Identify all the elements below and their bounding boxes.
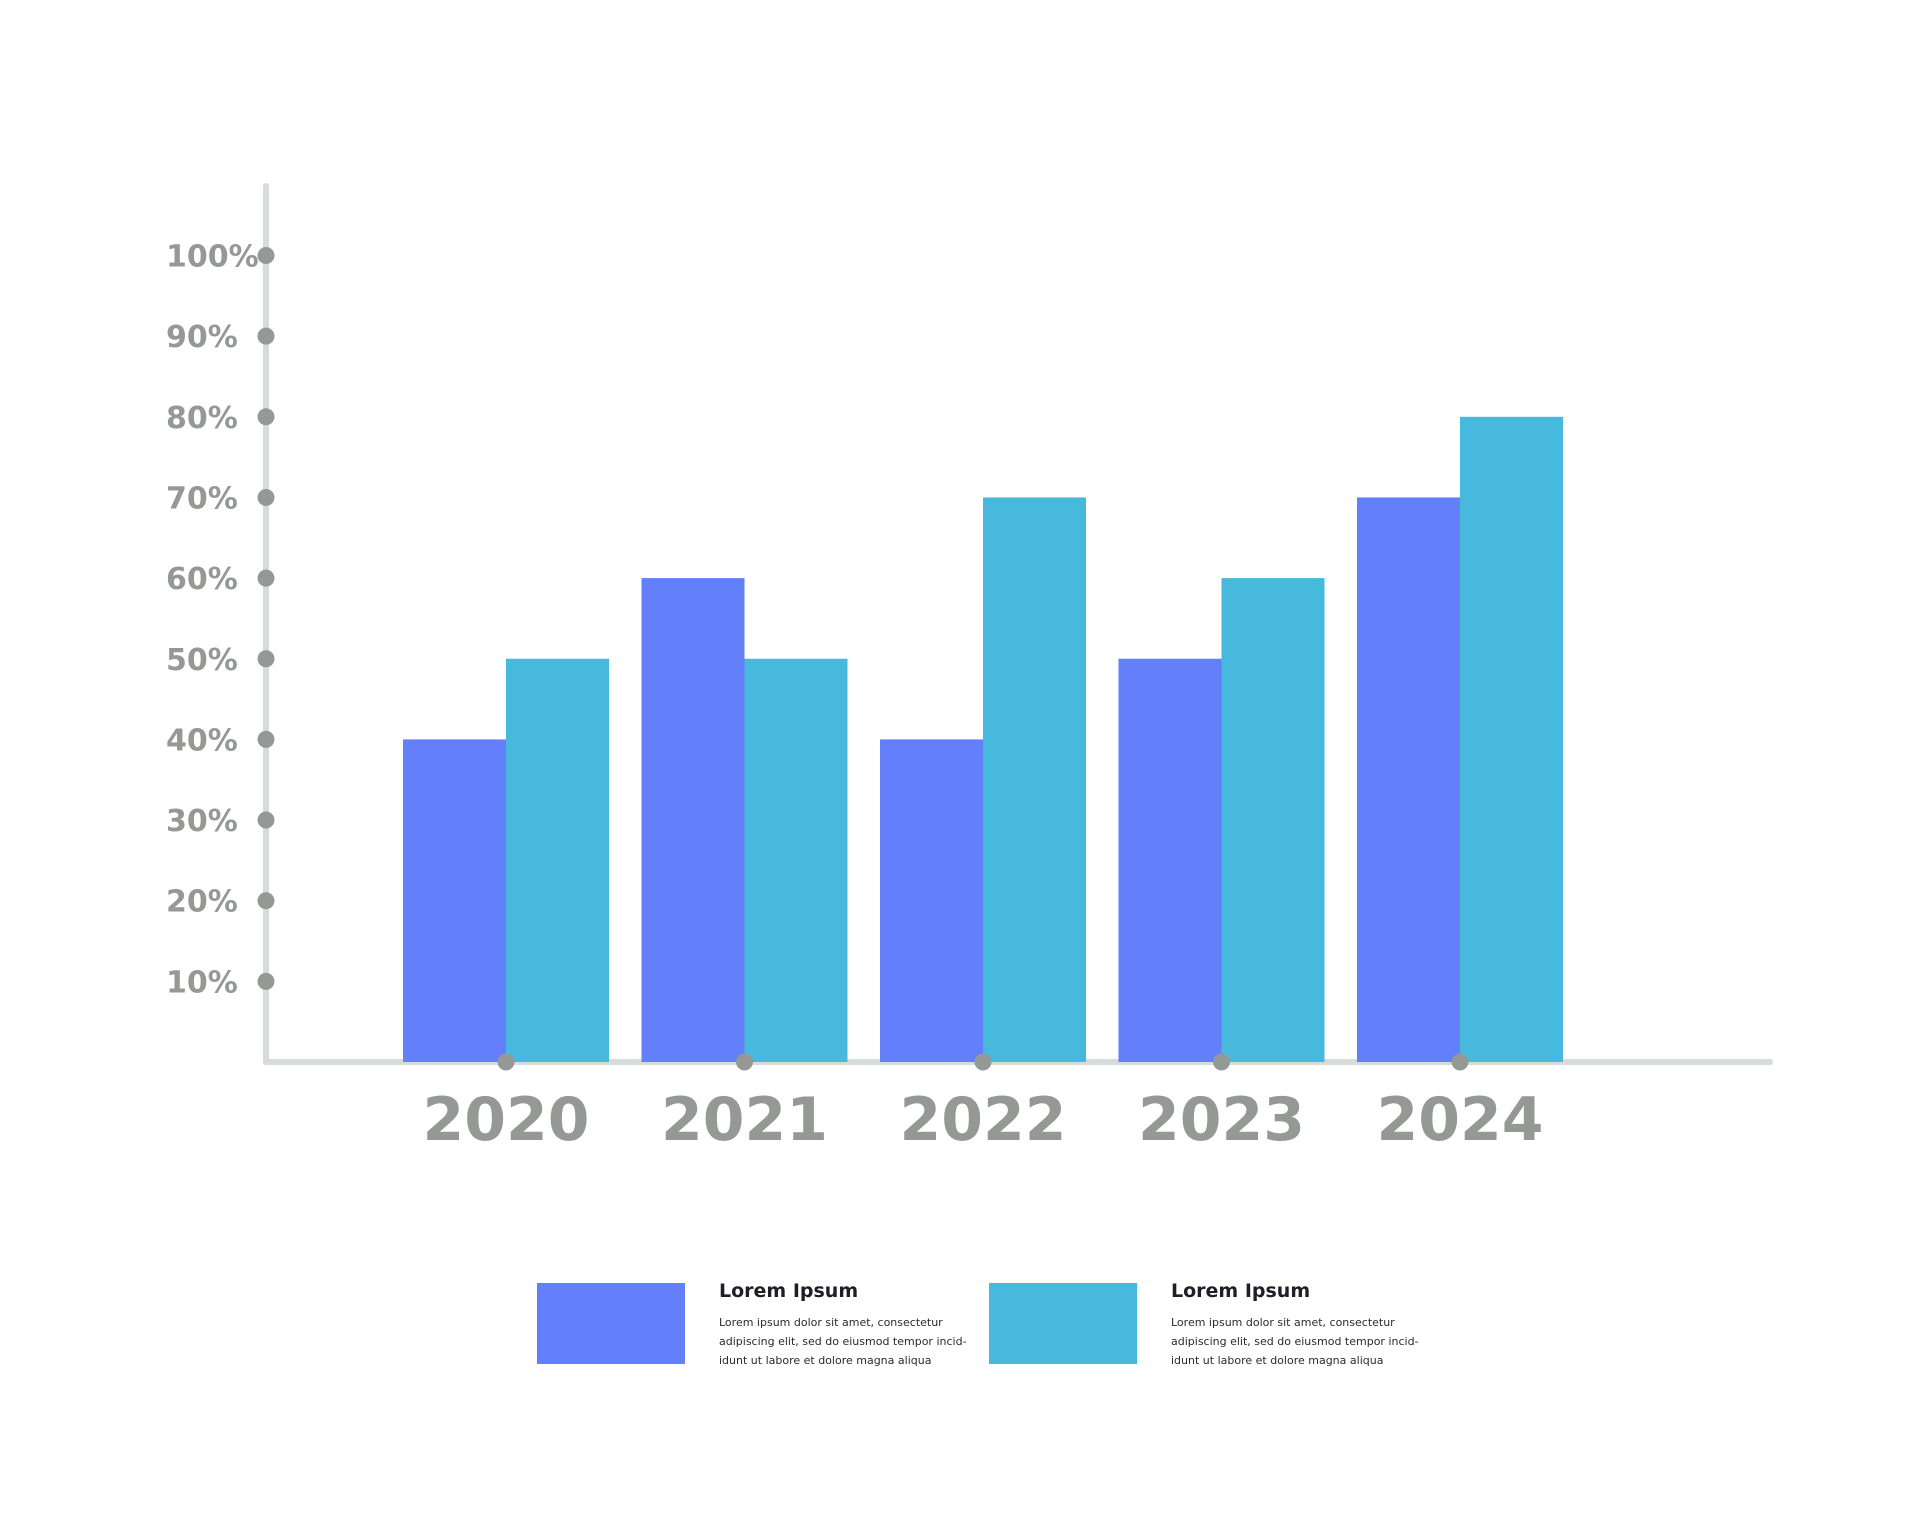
legend-item-2: Lorem Ipsum Lorem ipsum dolor sit amet, c… [989,1280,1419,1367]
y-tick-label: 70% [166,481,238,516]
x-tick-label: 2021 [661,1085,828,1155]
y-tick-label: 80% [166,401,238,436]
legend-description-line: Lorem ipsum dolor sit amet, consectetur [719,1316,943,1329]
x-tick-dot [1451,1053,1469,1071]
y-tick-dot [257,892,275,910]
bar-2024-series-1 [1357,497,1460,1062]
ticks: 10% 20% 30% 40% 50% 60% 70% 80% 90% 100% 2020 2021 2… [166,240,1544,1156]
y-tick-label: 50% [166,643,238,678]
bar-2023-series-1 [1118,658,1222,1062]
x-tick-dot [1213,1053,1230,1071]
bar-2020-series-2 [506,658,609,1062]
y-tick-label: 10% [166,965,238,1000]
bar-2022-series-1 [880,739,983,1062]
y-tick-dot [257,650,275,668]
legend-description-line: adipiscing elit, sed do eiusmod tempor i… [719,1335,967,1348]
y-tick-label: 30% [166,804,238,839]
y-tick-dot [257,811,275,829]
x-tick-dot [497,1053,515,1071]
y-tick-dot [257,408,275,426]
y-tick-dot [257,327,275,345]
x-tick-label: 2020 [423,1085,590,1155]
legend-description-line: idunt ut labore et dolore magna aliqua [1171,1354,1383,1367]
x-tick-dot [974,1053,992,1071]
y-tick-dot [257,730,275,748]
x-tick-dot [736,1053,753,1071]
x-tick-label: 2024 [1377,1085,1544,1155]
bar-2022-series-2 [983,497,1086,1062]
legend: Lorem Ipsum Lorem ipsum dolor sit amet, c… [537,1280,1419,1367]
legend-item-1: Lorem Ipsum Lorem ipsum dolor sit amet, c… [537,1280,967,1367]
x-tick-label: 2023 [1138,1085,1305,1155]
bar-2020-series-1 [403,739,506,1062]
y-tick-dot [257,247,275,264]
legend-title: Lorem Ipsum [719,1280,858,1302]
y-tick-label: 90% [166,320,238,355]
legend-description-line: Lorem ipsum dolor sit amet, consectetur [1171,1316,1395,1329]
bars [403,416,1563,1062]
bar-2021-series-2 [744,658,848,1062]
bar-2024-series-2 [1460,416,1563,1062]
y-tick-dot [257,488,275,506]
y-tick-dot [257,972,275,990]
x-tick-label: 2022 [900,1085,1067,1155]
y-tick-label: 40% [166,723,238,758]
bar-2021-series-1 [641,578,745,1062]
legend-title: Lorem Ipsum [1171,1280,1310,1302]
legend-description-line: adipiscing elit, sed do eiusmod tempor i… [1171,1335,1419,1348]
y-tick-label: 20% [166,885,238,920]
legend-swatch [537,1283,685,1364]
legend-description-line: idunt ut labore et dolore magna aliqua [719,1354,931,1367]
legend-swatch [989,1283,1137,1364]
y-tick-dot [257,569,275,587]
y-tick-label: 60% [166,562,238,597]
bar-2023-series-2 [1221,578,1325,1062]
y-tick-label: 100% [166,240,259,275]
